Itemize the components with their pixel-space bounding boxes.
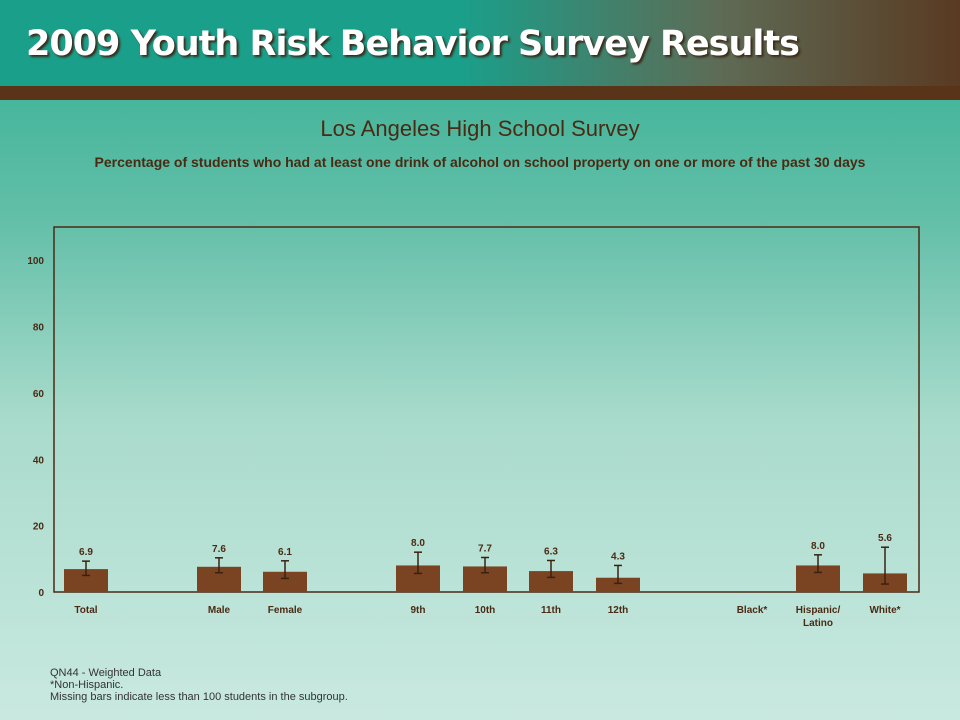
x-tick-label: 9th	[411, 605, 426, 616]
data-label: 6.3	[544, 546, 558, 557]
header-divider	[0, 86, 960, 100]
banner-title: 2009 Youth Risk Behavior Survey Results	[26, 24, 800, 64]
x-tick-label: 12th	[608, 605, 629, 616]
data-label: 4.3	[611, 551, 625, 562]
x-tick-label: Black*	[737, 605, 768, 616]
data-label: 6.1	[278, 547, 292, 558]
x-tick-label: Total	[74, 605, 97, 616]
footer-notes: QN44 - Weighted Data *Non-Hispanic. Miss…	[50, 667, 348, 703]
x-tick-label: Female	[268, 605, 303, 616]
bar	[596, 577, 640, 592]
data-label: 7.6	[212, 544, 226, 555]
y-tick-label: 20	[33, 522, 45, 533]
data-label: 8.0	[811, 541, 825, 552]
footer-weighted-note: QN44 - Weighted Data	[50, 667, 162, 679]
bar	[529, 571, 573, 592]
footer-nonhispanic-note: *Non-Hispanic.	[50, 679, 124, 691]
chart-subtitle: Percentage of students who had at least …	[94, 154, 866, 170]
y-tick-label: 100	[27, 256, 44, 267]
plot-area	[53, 226, 920, 593]
x-tick-label: 10th	[475, 605, 496, 616]
data-label: 5.6	[878, 533, 892, 544]
y-tick-label: 40	[33, 455, 45, 466]
footer-missing-note: Missing bars indicate less than 100 stud…	[50, 691, 348, 703]
y-tick-label: 60	[33, 389, 45, 400]
x-tick-label: Hispanic/Latino	[796, 605, 841, 629]
y-tick-label: 0	[38, 588, 44, 599]
data-label: 6.9	[79, 547, 93, 558]
bar	[64, 569, 108, 592]
data-label: 8.0	[411, 538, 425, 549]
data-label: 7.7	[478, 543, 492, 554]
chart-title: Los Angeles High School Survey	[320, 116, 640, 141]
bar	[263, 571, 307, 592]
x-tick-label: White*	[869, 605, 900, 616]
x-tick-label: Male	[208, 605, 231, 616]
header-banner: 2009 Youth Risk Behavior Survey Results	[0, 0, 960, 86]
x-tick-label: 11th	[541, 605, 561, 616]
y-tick-label: 80	[33, 323, 45, 334]
